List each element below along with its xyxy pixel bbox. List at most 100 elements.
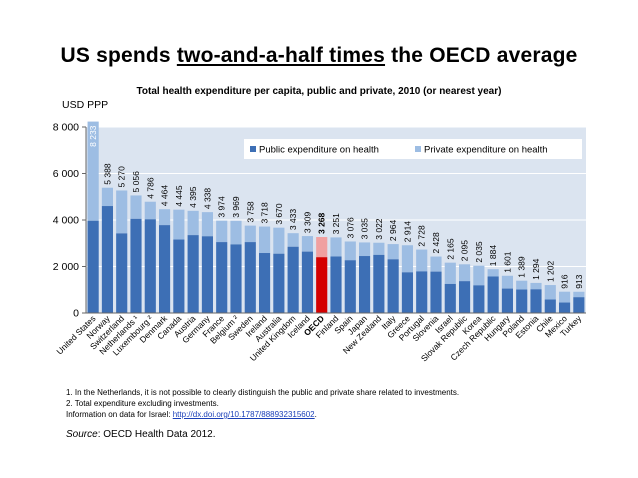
bar-private xyxy=(401,245,413,273)
data-label: 3 268 xyxy=(317,212,327,234)
data-label: 4 338 xyxy=(202,188,212,210)
bar-private xyxy=(373,242,385,255)
source-note: Source: OECD Health Data 2012. xyxy=(66,429,216,440)
data-label: 4 395 xyxy=(188,186,198,208)
bar-private xyxy=(501,275,513,289)
israel-info-note: Information on data for Israel: http://d… xyxy=(66,409,459,420)
data-label: 3 076 xyxy=(345,217,355,239)
bar-private xyxy=(459,264,471,282)
data-label: 913 xyxy=(574,274,584,288)
bar-private xyxy=(116,190,128,234)
bar-public xyxy=(116,233,128,313)
israel-info-end: . xyxy=(314,410,317,419)
data-label: 2 165 xyxy=(445,238,455,260)
data-label: 916 xyxy=(560,274,570,288)
bar-private xyxy=(173,209,185,240)
bar-public xyxy=(330,256,342,313)
bar-public xyxy=(473,285,485,313)
data-label: 1 601 xyxy=(502,251,512,273)
bar-private xyxy=(159,209,171,226)
bar-public xyxy=(444,283,456,313)
headline-post: the OECD average xyxy=(385,44,578,67)
bar-private xyxy=(316,237,328,258)
bar-public xyxy=(373,254,385,313)
bar-public xyxy=(230,244,242,313)
bar-public xyxy=(87,220,99,313)
data-label: 4 464 xyxy=(160,185,170,207)
bar-public xyxy=(259,253,271,313)
data-label: 3 035 xyxy=(360,218,370,240)
bar-public xyxy=(359,256,371,313)
legend-label-public: Public expenditure on health xyxy=(259,145,379,156)
bar-private xyxy=(230,220,242,245)
bar-private xyxy=(487,269,499,277)
data-label: 3 022 xyxy=(374,218,384,240)
bar-public xyxy=(487,276,499,313)
bar-private xyxy=(387,244,399,260)
bar-public xyxy=(301,251,313,313)
data-label: 2 964 xyxy=(388,220,398,242)
bar-public xyxy=(530,289,542,313)
legend-box xyxy=(244,139,582,159)
bar-private xyxy=(544,285,556,300)
footnotes: 1. In the Netherlands, it is not possibl… xyxy=(66,387,459,420)
bar-public xyxy=(273,253,285,313)
bar-private xyxy=(144,201,156,220)
bar-private xyxy=(516,280,528,290)
data-label: 1 294 xyxy=(531,258,541,280)
chart-headline: US spends two-and-a-half times the OECD … xyxy=(0,44,638,68)
data-label: 5 270 xyxy=(117,166,127,188)
data-label: 3 670 xyxy=(274,203,284,225)
bar-public xyxy=(201,236,213,313)
bar-private xyxy=(330,237,342,257)
bar-private xyxy=(87,121,99,221)
bar-private xyxy=(359,242,371,257)
bar-public xyxy=(187,235,199,313)
data-label: 1 884 xyxy=(488,245,498,267)
bar-private xyxy=(187,210,199,236)
headline-emphasis: two-and-a-half times xyxy=(176,44,386,67)
israel-info-text: Information on data for Israel: xyxy=(66,410,173,419)
y-tick-label: 2 000 xyxy=(53,261,79,273)
headline-pre: US spends xyxy=(60,44,177,67)
bar-public xyxy=(144,219,156,313)
bar-public xyxy=(459,281,471,313)
bar-private xyxy=(530,282,542,290)
bar-public xyxy=(544,299,556,313)
footnote-2: 2. Total expenditure excluding investmen… xyxy=(66,399,219,408)
chart-title: Total health expenditure per capita, pub… xyxy=(136,86,502,97)
bar-private xyxy=(244,225,256,243)
bar-public xyxy=(287,246,299,313)
source-text: : OECD Health Data 2012. xyxy=(97,429,216,440)
bar-private xyxy=(101,187,113,207)
y-tick-label: 4 000 xyxy=(53,215,79,227)
bar-public xyxy=(387,259,399,313)
data-label: 4 786 xyxy=(145,177,155,199)
bar-public xyxy=(416,271,428,313)
bar-private xyxy=(259,226,271,254)
bar-public xyxy=(516,289,528,313)
legend-swatch-public xyxy=(250,146,256,152)
bar-private xyxy=(473,265,485,286)
data-label: 2 914 xyxy=(402,221,412,243)
data-label: 8 233 xyxy=(88,125,98,147)
bar-public xyxy=(159,225,171,313)
bar-private xyxy=(416,249,428,272)
bar-public xyxy=(401,272,413,313)
bar-public xyxy=(130,218,142,313)
israel-info-link[interactable]: http://dx.doi.org/10.1787/888932315602 xyxy=(172,410,315,419)
bar-public xyxy=(244,242,256,313)
y-tick-label: 8 000 xyxy=(53,122,79,134)
bar-private xyxy=(559,291,571,303)
bar-public xyxy=(573,297,585,313)
data-label: 3 309 xyxy=(302,212,312,234)
bar-private xyxy=(216,220,228,243)
bar-private xyxy=(130,195,142,219)
bar-public xyxy=(101,206,113,313)
y-tick-label: 0 xyxy=(73,308,79,320)
data-label: 3 718 xyxy=(260,202,270,224)
data-label: 1 202 xyxy=(545,261,555,283)
legend-label-private: Private expenditure on health xyxy=(424,145,548,156)
bar-public xyxy=(173,239,185,313)
bar-private xyxy=(444,262,456,284)
